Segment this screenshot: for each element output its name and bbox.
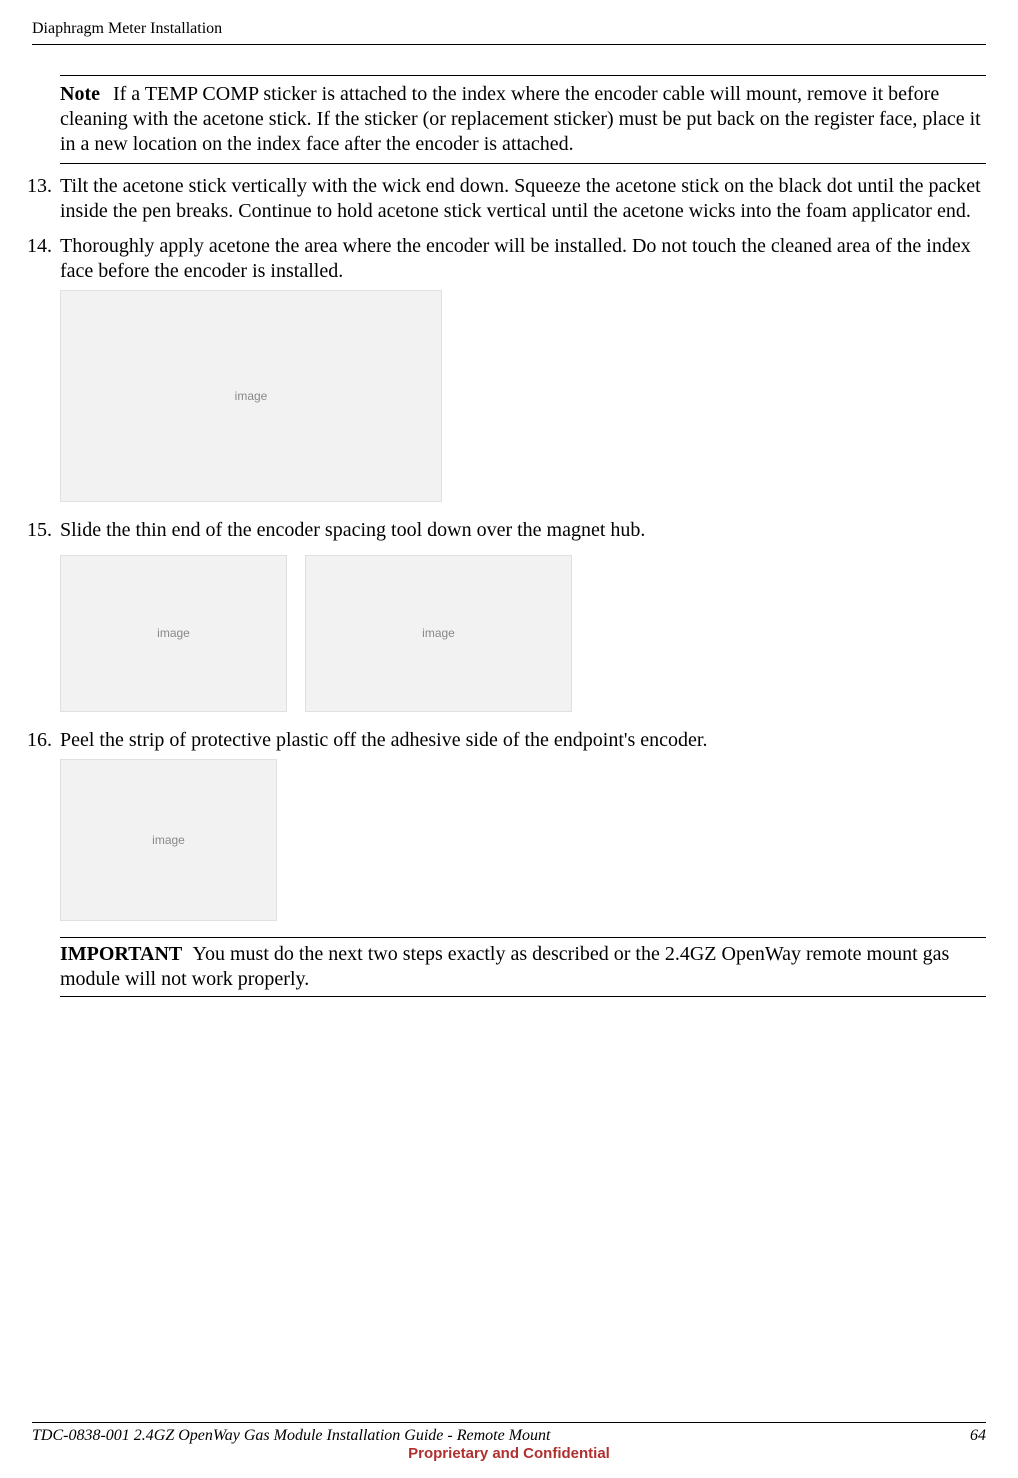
note-box: Note If a TEMP COMP sticker is attached … xyxy=(60,75,986,164)
step-14: 14. Thoroughly apply acetone the area wh… xyxy=(32,234,986,508)
page-header: Diaphragm Meter Installation xyxy=(32,20,986,45)
footer-confidentiality: Proprietary and Confidential xyxy=(32,1445,986,1462)
important-text: You must do the next two steps exactly a… xyxy=(60,943,949,990)
important-label: IMPORTANT xyxy=(60,943,182,965)
step-number: 13. xyxy=(24,174,52,199)
step-14-image: image xyxy=(60,290,442,502)
step-15: 15. Slide the thin end of the encoder sp… xyxy=(32,518,986,718)
section-title: Diaphragm Meter Installation xyxy=(32,20,222,37)
page-number: 64 xyxy=(970,1427,986,1445)
step-number: 15. xyxy=(24,518,52,543)
page-footer: TDC-0838-001 2.4GZ OpenWay Gas Module In… xyxy=(32,1422,986,1462)
step-text: Slide the thin end of the encoder spacin… xyxy=(60,519,645,541)
step-15-image-2: image xyxy=(305,555,572,712)
note-label: Note xyxy=(60,83,100,105)
step-16-image: image xyxy=(60,759,277,921)
step-16: 16. Peel the strip of protective plastic… xyxy=(32,728,986,927)
step-text: Tilt the acetone stick vertically with t… xyxy=(60,175,981,222)
step-number: 16. xyxy=(24,728,52,753)
step-text: Thoroughly apply acetone the area where … xyxy=(60,235,971,282)
footer-line-1: TDC-0838-001 2.4GZ OpenWay Gas Module In… xyxy=(32,1427,986,1445)
note-text: If a TEMP COMP sticker is attached to th… xyxy=(60,83,981,155)
doc-id: TDC-0838-001 2.4GZ OpenWay Gas Module In… xyxy=(32,1427,550,1445)
steps-list: 13. Tilt the acetone stick vertically wi… xyxy=(32,174,986,927)
step-number: 14. xyxy=(24,234,52,259)
step-15-image-1: image xyxy=(60,555,287,712)
step-13: 13. Tilt the acetone stick vertically wi… xyxy=(32,174,986,224)
step-text: Peel the strip of protective plastic off… xyxy=(60,729,708,751)
footer-rule xyxy=(32,1422,986,1423)
important-box: IMPORTANT You must do the next two steps… xyxy=(60,937,986,997)
